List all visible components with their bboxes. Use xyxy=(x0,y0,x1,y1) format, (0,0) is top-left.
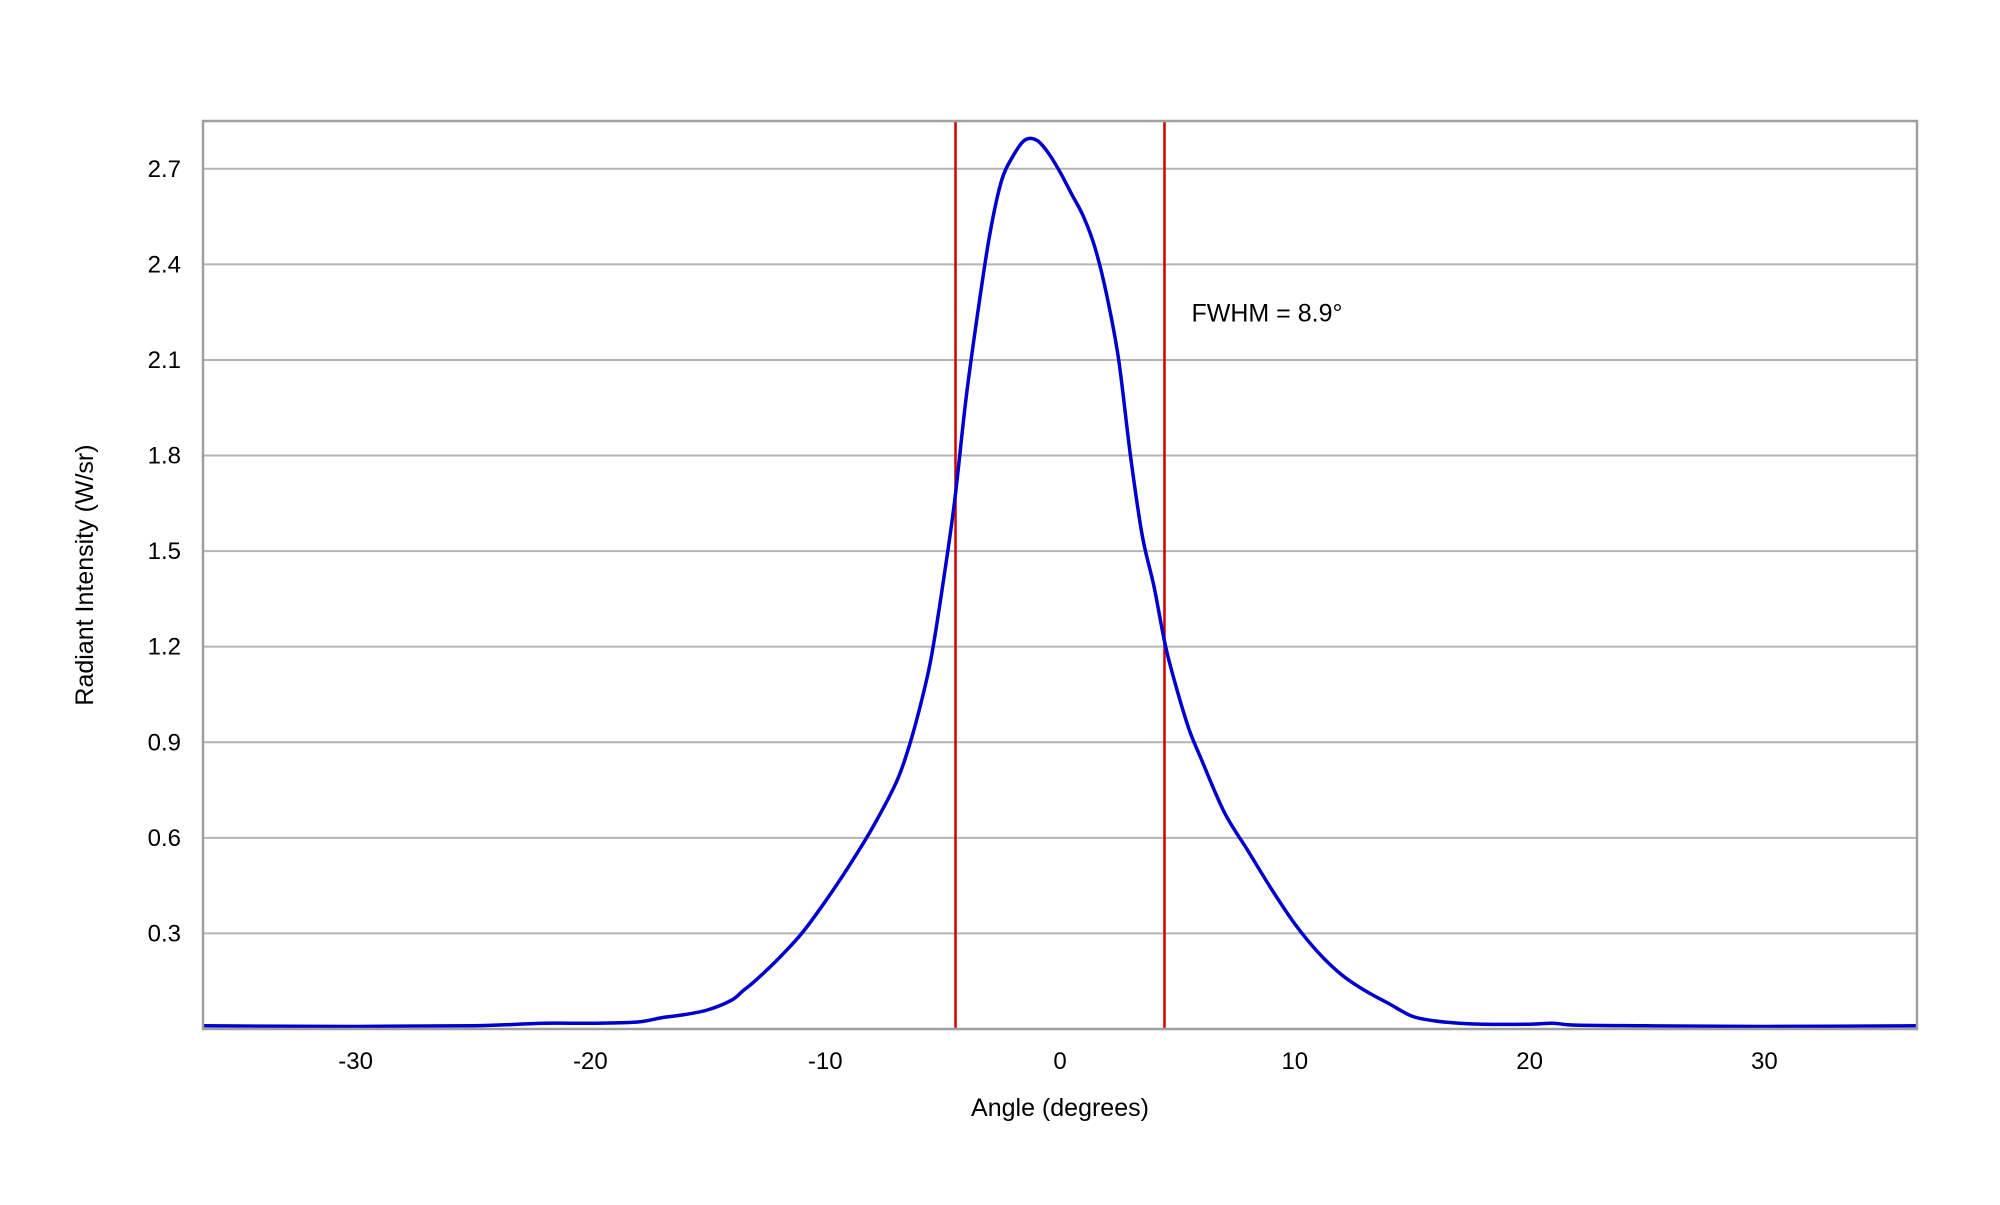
y-tick-label: 1.5 xyxy=(148,538,181,565)
plot-frame xyxy=(201,119,1919,1031)
x-tick-label: -20 xyxy=(573,1048,608,1075)
series-line xyxy=(202,136,1918,1029)
fwhm-markers xyxy=(954,121,1166,1029)
y-tick-label: 0.9 xyxy=(148,729,181,756)
y-tick-labels: 0.3 0.6 0.9 1.2 1.5 1.8 2.1 2.4 2.7 xyxy=(148,156,181,948)
y-tick-label: 1.8 xyxy=(148,443,181,470)
y-tick-label: 2.1 xyxy=(148,347,181,374)
y-tick-label: 0.3 xyxy=(148,920,181,947)
y-tick-label: 2.4 xyxy=(148,251,181,278)
x-axis-title: Angle (degrees) xyxy=(971,1094,1149,1122)
gridlines xyxy=(203,167,1917,935)
series-layer xyxy=(202,136,1918,1029)
x-tick-label: 30 xyxy=(1751,1048,1778,1075)
x-tick-label: 10 xyxy=(1281,1048,1308,1075)
x-tick-label: -30 xyxy=(338,1048,373,1075)
y-tick-label: 1.2 xyxy=(148,634,181,661)
x-tick-label: 0 xyxy=(1053,1048,1066,1075)
fwhm-annotation: FWHM = 8.9° xyxy=(1191,300,1342,328)
y-axis-title: Radiant Intensity (W/sr) xyxy=(71,444,99,705)
x-tick-label: -10 xyxy=(808,1048,843,1075)
y-tick-label: 2.7 xyxy=(148,156,181,183)
y-tick-label: 0.6 xyxy=(148,825,181,852)
x-tick-label: 20 xyxy=(1516,1048,1543,1075)
x-tick-labels: -30 -20 -10 0 10 20 30 xyxy=(338,1048,1777,1075)
